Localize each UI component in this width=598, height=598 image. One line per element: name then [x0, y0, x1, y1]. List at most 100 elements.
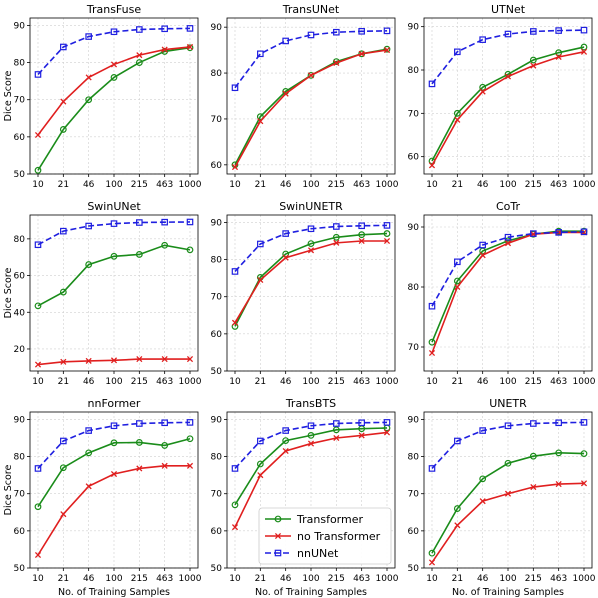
data-point — [504, 233, 512, 241]
panel-cotr: CoTr 10 21 46 100 215 463 1000 70 80 90 — [408, 200, 596, 387]
data-point — [580, 228, 588, 236]
series-transformer — [428, 449, 588, 557]
data-point — [307, 247, 315, 254]
data-point — [186, 435, 194, 443]
data-point — [383, 237, 391, 245]
x-tick-label: 100 — [105, 180, 122, 190]
x-axis-label: No. of Training Samples — [58, 587, 170, 598]
legend-entry-label: Transformer — [296, 513, 363, 526]
data-point — [135, 251, 143, 258]
data-point — [257, 472, 264, 479]
data-point — [110, 28, 118, 36]
data-point — [161, 356, 168, 363]
data-point — [34, 551, 42, 559]
y-tick-label: 60 — [211, 161, 223, 171]
data-point — [110, 61, 118, 68]
x-tick-label: 215 — [525, 180, 542, 190]
panel-title: TransFuse — [86, 3, 141, 16]
x-tick-label: 10 — [229, 180, 241, 190]
data-point — [161, 46, 168, 53]
series-line — [37, 437, 191, 508]
data-point — [257, 276, 264, 284]
data-point — [60, 98, 67, 105]
data-point — [110, 252, 118, 260]
data-point — [34, 131, 42, 139]
x-tick-label: 463 — [156, 574, 173, 584]
x-tick-label: 100 — [105, 574, 122, 584]
series-transformer — [231, 230, 391, 330]
data-point — [231, 84, 239, 92]
data-point — [479, 475, 487, 483]
data-point — [136, 219, 143, 226]
series-no-transformer — [231, 237, 391, 326]
y-tick-label: 70 — [211, 115, 223, 125]
series-transformer — [34, 44, 194, 174]
x-tick-label: 46 — [280, 180, 292, 190]
y-tick-label: 90 — [408, 223, 420, 233]
series-transformer — [34, 435, 194, 511]
x-axis-label: No. of Training Samples — [255, 587, 367, 598]
data-point — [34, 503, 42, 511]
x-tick-label: 21 — [58, 377, 69, 387]
data-point — [504, 422, 512, 430]
data-point — [530, 28, 537, 35]
x-tick-label: 10 — [229, 574, 241, 584]
data-point — [161, 48, 169, 55]
data-point — [332, 426, 340, 434]
data-point — [428, 559, 436, 566]
series-line — [431, 29, 585, 85]
x-tick-label: 46 — [477, 574, 489, 584]
data-point — [59, 464, 67, 472]
series-nnunet — [428, 228, 588, 310]
data-point — [59, 126, 67, 133]
panel-title: SwinUNETR — [279, 200, 343, 213]
data-point — [257, 240, 264, 248]
data-point — [186, 356, 194, 363]
series-nnunet — [231, 222, 391, 275]
data-point — [85, 261, 93, 268]
panel-unetr: UNETR 10 21 46 100 215 463 1000 50 60 70 80 90 No. of… — [408, 397, 596, 598]
data-point — [85, 357, 92, 364]
series-transformer — [34, 241, 194, 310]
data-point — [85, 483, 92, 490]
panel-title: CoTr — [496, 200, 521, 213]
data-point — [479, 36, 486, 43]
data-point — [231, 524, 239, 531]
data-point — [257, 118, 264, 125]
panel-swinunet: SwinUNet 10 21 46 100 215 463 1000 20 40 60 80 Dice … — [3, 200, 202, 387]
data-point — [428, 349, 436, 357]
x-tick-label: 1000 — [179, 377, 202, 387]
x-tick-label: 1000 — [179, 574, 202, 584]
data-point — [231, 268, 239, 275]
data-point — [580, 480, 588, 487]
x-tick-label: 21 — [58, 180, 69, 190]
x-tick-label: 215 — [131, 180, 148, 190]
data-point — [383, 45, 391, 53]
data-point — [333, 59, 340, 67]
x-tick-label: 46 — [83, 574, 95, 584]
data-point — [580, 48, 588, 55]
data-point — [383, 230, 391, 237]
y-tick-label: 80 — [14, 235, 26, 245]
data-point — [85, 449, 93, 457]
y-tick-label: 60 — [408, 153, 420, 163]
data-point — [555, 53, 562, 61]
panel-nnformer: nnFormer 10 21 46 100 215 463 1000 50 60 70 80 90 Dic… — [3, 397, 202, 598]
data-point — [186, 25, 194, 32]
data-point — [161, 442, 169, 449]
data-point — [307, 225, 315, 233]
y-tick-label: 80 — [14, 453, 26, 463]
y-tick-label: 50 — [408, 564, 420, 574]
y-tick-label: 80 — [211, 256, 223, 266]
data-point — [307, 432, 315, 439]
data-point — [454, 522, 461, 529]
data-point — [85, 427, 92, 434]
data-point — [580, 43, 588, 51]
y-tick-label: 70 — [14, 96, 26, 106]
data-point — [358, 50, 365, 57]
data-point — [307, 440, 315, 447]
series-line — [234, 427, 388, 506]
data-point — [282, 230, 289, 237]
data-point — [282, 427, 289, 434]
